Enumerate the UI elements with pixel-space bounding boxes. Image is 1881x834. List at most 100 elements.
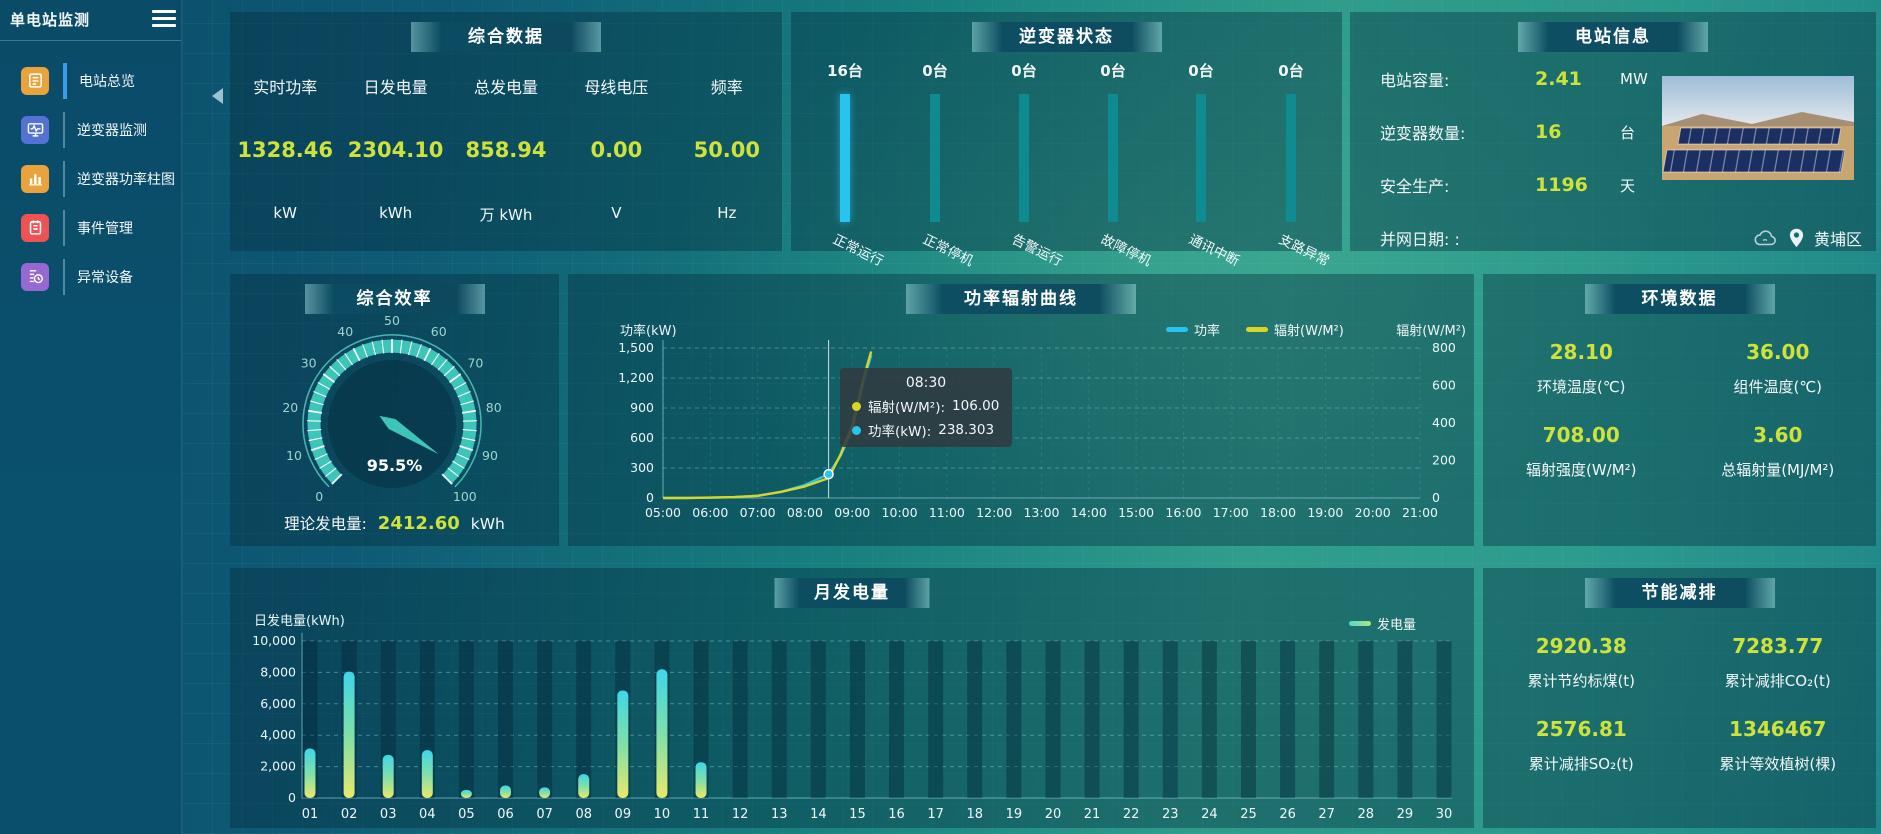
status-bar bbox=[930, 94, 940, 222]
sidebar-item-abnormal-devices[interactable]: 异常设备 bbox=[0, 252, 182, 301]
shadow-bar bbox=[458, 641, 474, 798]
right-axis-title: 辐射(W/M²) bbox=[1396, 324, 1466, 339]
env-cell-module-temp: 36.00 组件温度(℃) bbox=[1680, 332, 1877, 405]
line-chart-legend: 功率 辐射(W/M²) bbox=[1166, 320, 1344, 339]
efficiency-value: 95.5% bbox=[366, 456, 423, 475]
station-location: 黄埔区 bbox=[1813, 230, 1862, 249]
svg-text:70: 70 bbox=[467, 355, 483, 370]
sidebar-item-label: 异常设备 bbox=[77, 269, 133, 286]
shadow-bar bbox=[967, 641, 983, 798]
svg-text:16:00: 16:00 bbox=[1165, 505, 1201, 520]
sidebar-item-inverter-monitor[interactable]: 逆变器监测 bbox=[0, 105, 182, 154]
sidebar-item-inverter-power-bars[interactable]: 逆变器功率柱图 bbox=[0, 154, 182, 203]
svg-text:09: 09 bbox=[615, 807, 632, 822]
chart-tooltip: 08:30 辐射(W/M²): 106.00 功率(kW): 238.303 bbox=[840, 368, 1012, 447]
hover-point bbox=[823, 468, 834, 480]
cell-value: 2576.81 bbox=[1535, 717, 1627, 741]
svg-text:06:00: 06:00 bbox=[692, 505, 728, 520]
news-icon bbox=[21, 66, 49, 95]
shadow-bar bbox=[849, 641, 865, 798]
savings-grid: 2920.38 累计节约标煤(t) 7283.77 累计减排CO₂(t) 257… bbox=[1483, 626, 1876, 782]
svg-text:14: 14 bbox=[810, 807, 827, 822]
legend-swatch bbox=[1348, 621, 1371, 626]
svg-text:10: 10 bbox=[654, 807, 671, 822]
cell-label: 累计减排CO₂(t) bbox=[1724, 672, 1831, 690]
metric-label: 母线电压 bbox=[584, 78, 649, 97]
cell-value: 7283.77 bbox=[1732, 634, 1824, 658]
svg-text:90: 90 bbox=[482, 448, 498, 463]
svg-text:15:00: 15:00 bbox=[1118, 505, 1154, 520]
inverter-status-column: 0台 支路异常 bbox=[1251, 60, 1332, 270]
svg-text:21: 21 bbox=[1084, 807, 1101, 822]
panel-energy-savings: 节能减排 2920.38 累计节约标煤(t) 7283.77 累计减排CO₂(t… bbox=[1483, 568, 1876, 828]
radiation-dot bbox=[852, 401, 861, 411]
legend-item-generation[interactable]: 发电量 bbox=[1348, 614, 1416, 633]
svg-text:0: 0 bbox=[315, 489, 323, 504]
panel-efficiency: 综合效率 0 10 20 30 40 50 60 70 80 90 100 95.5% 理论发电量:… bbox=[230, 274, 559, 546]
station-row-safe-days: 安全生产: 1196 天 bbox=[1380, 173, 1635, 197]
svg-text:11: 11 bbox=[693, 807, 710, 822]
svg-text:2,000: 2,000 bbox=[260, 759, 296, 774]
svg-text:01: 01 bbox=[302, 807, 319, 822]
shadow-bar bbox=[1123, 641, 1139, 798]
shadow-bar bbox=[537, 641, 553, 798]
svg-text:21:00: 21:00 bbox=[1402, 505, 1438, 520]
svg-text:07:00: 07:00 bbox=[740, 505, 776, 520]
sidebar-item-event-management[interactable]: 事件管理 bbox=[0, 203, 182, 252]
tooltip-series-name: 功率(kW): bbox=[868, 424, 932, 440]
shadow-bar bbox=[1319, 641, 1335, 798]
svg-text:400: 400 bbox=[1432, 415, 1456, 430]
legend-label: 发电量 bbox=[1376, 618, 1416, 633]
cell-value: 36.00 bbox=[1746, 340, 1810, 364]
svg-text:0: 0 bbox=[288, 790, 296, 805]
generation-bar bbox=[382, 754, 394, 798]
metric-unit: Hz bbox=[717, 204, 737, 222]
left-axis-title: 功率(kW) bbox=[620, 324, 677, 339]
svg-text:40: 40 bbox=[337, 324, 353, 339]
row-unit: 天 bbox=[1620, 176, 1636, 195]
legend-item-power[interactable]: 功率 bbox=[1166, 320, 1220, 339]
cell-label: 累计节约标煤(t) bbox=[1527, 672, 1636, 690]
metric-values-row: 1328.46 2304.10 858.94 0.00 50.00 bbox=[230, 138, 782, 162]
svg-text:17: 17 bbox=[927, 807, 944, 822]
shadow-bar bbox=[928, 641, 944, 798]
svg-text:29: 29 bbox=[1397, 807, 1414, 822]
metric-value: 0.00 bbox=[590, 138, 643, 162]
generation-bar bbox=[617, 690, 629, 798]
svg-text:11:00: 11:00 bbox=[929, 505, 965, 520]
generation-bar bbox=[500, 785, 512, 798]
cloud-icon[interactable] bbox=[1753, 229, 1779, 247]
svg-text:07: 07 bbox=[536, 807, 553, 822]
tooltip-row: 功率(kW): 238.303 bbox=[852, 420, 1000, 440]
panel-title: 综合数据 bbox=[411, 22, 601, 52]
panel-title: 月发电量 bbox=[774, 578, 930, 608]
shadow-bar bbox=[810, 641, 826, 798]
shadow-bar bbox=[1397, 641, 1413, 798]
row-label: 安全生产: bbox=[1380, 177, 1450, 196]
legend-label: 辐射(W/M²) bbox=[1274, 324, 1344, 339]
legend-swatch bbox=[1246, 327, 1269, 332]
legend-item-radiation[interactable]: 辐射(W/M²) bbox=[1246, 320, 1344, 339]
svg-text:900: 900 bbox=[630, 400, 654, 415]
hamburger-menu-icon[interactable] bbox=[152, 10, 176, 28]
row-value: 2.41 bbox=[1535, 68, 1582, 90]
svg-text:50: 50 bbox=[384, 313, 400, 328]
sidebar-item-station-overview[interactable]: 电站总览 bbox=[0, 56, 182, 105]
metric-value: 50.00 bbox=[693, 138, 761, 162]
svg-text:05: 05 bbox=[458, 807, 475, 822]
panel-power-radiation-curve: 功率辐射曲线 功率(kW) 辐射(W/M²) 功率 辐射(W/M²) 05:00… bbox=[568, 274, 1474, 546]
panel-overview-data: 综合数据 实时功率 日发电量 总发电量 母线电压 频率 1328.46 2304… bbox=[230, 12, 782, 251]
cell-label: 总辐射量(MJ/M²) bbox=[1721, 461, 1835, 479]
metric-labels-row: 实时功率 日发电量 总发电量 母线电压 频率 bbox=[230, 74, 782, 98]
row-value: 1196 bbox=[1535, 174, 1588, 196]
shadow-bar bbox=[576, 641, 592, 798]
collapse-panel-arrow[interactable] bbox=[212, 88, 223, 104]
svg-text:20: 20 bbox=[282, 400, 298, 415]
svg-text:06: 06 bbox=[497, 807, 514, 822]
svg-text:27: 27 bbox=[1318, 807, 1335, 822]
location-pin-icon[interactable] bbox=[1789, 228, 1804, 248]
svg-text:17:00: 17:00 bbox=[1213, 505, 1249, 520]
inverter-count: 0台 bbox=[1100, 62, 1126, 80]
svg-text:23: 23 bbox=[1162, 807, 1179, 822]
